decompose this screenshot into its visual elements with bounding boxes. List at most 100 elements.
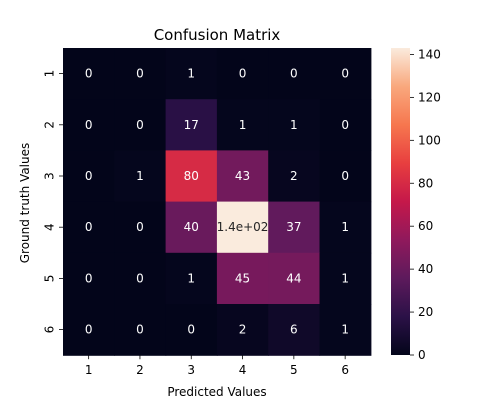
cell-value-label: 0 [136,220,144,234]
cell-value-label: 0 [136,271,144,285]
cell-value-label: 40 [184,220,199,234]
heatmap-cell [63,48,115,100]
colorbar-tick-label: 0 [418,348,426,362]
heatmap-cell [216,201,269,254]
cell-value-label: 2 [239,323,247,337]
cell-value-label: 1 [341,323,349,337]
heatmap-cell [114,252,167,305]
heatmap-cell [165,150,218,203]
chart-title: Confusion Matrix [154,26,281,44]
cell-value-label: 44 [286,271,301,285]
heatmap-cell [165,201,218,254]
x-tick-label: 3 [187,363,195,377]
heatmap-cell [63,304,115,356]
x-tick-label: 5 [290,363,298,377]
heatmap-cell [216,252,269,305]
heatmap-cell [319,252,372,305]
x-axis-label: Predicted Values [167,385,266,399]
cell-value-label: 17 [184,118,199,132]
heatmap-cell [216,150,269,203]
heatmap-cell [165,252,218,305]
cell-value-label: 0 [239,67,247,81]
heatmap-cell [268,48,321,100]
cell-value-label: 0 [341,118,349,132]
heatmap-cell [114,201,167,254]
x-tick-label: 1 [85,363,93,377]
cell-value-label: 45 [235,271,250,285]
colorbar: 0 20 40 60 80 100 120 140 [391,47,441,362]
cell-value-label: 0 [85,67,93,81]
x-tick-label: 2 [136,363,144,377]
heatmap-cell [268,304,321,356]
heatmap-cell [114,48,167,100]
y-axis-label: Ground truth Values [18,143,32,264]
cell-value-label: 1 [239,118,247,132]
cell-value-label: 43 [235,169,250,183]
cell-value-label: 0 [136,67,144,81]
x-tick-label: 4 [239,363,247,377]
cell-value-label: 0 [290,67,298,81]
colorbar-tick-label: 40 [418,262,433,276]
heatmap-cell [114,150,167,203]
cell-value-label: 1 [341,271,349,285]
y-axis-ticks: 1 2 3 4 5 6 [43,70,63,334]
heatmap-cell [63,150,115,203]
y-tick-label: 1 [43,70,57,78]
x-tick-label: 6 [341,363,349,377]
heatmap-cell [114,304,167,356]
cell-value-label: 1 [187,67,195,81]
y-tick-label: 6 [43,326,57,334]
heatmap-cell [63,252,115,305]
y-tick-label: 5 [43,275,57,283]
heatmap-grid: 0 0 1 0 0 0 0 0 17 1 1 0 0 1 80 43 2 0 0 0 40 1.4e+02 37 1 0 0 1 45… [63,48,372,356]
cell-value-label: 37 [286,220,301,234]
cell-value-label: 0 [85,118,93,132]
heatmap-cell [319,99,372,151]
cell-value-label: 1 [341,220,349,234]
colorbar-tick-label: 80 [418,176,433,190]
heatmap-cell [319,304,372,356]
cell-value-label: 1 [187,271,195,285]
heatmap-cell [216,304,269,356]
cell-value-label: 0 [85,220,93,234]
heatmap-cell [319,48,372,100]
heatmap-cell [216,99,269,151]
cell-value-label: 0 [85,169,93,183]
cell-value-label: 1 [290,118,298,132]
cell-value-label: 1 [136,169,144,183]
heatmap-cell [165,48,218,100]
cell-value-label: 6 [290,323,298,337]
heatmap-cell [165,99,218,151]
y-tick-label: 2 [43,121,57,129]
heatmap-cell [268,99,321,151]
cell-value-label: 0 [85,271,93,285]
heatmap-cell [165,304,218,356]
cell-value-label: 0 [136,118,144,132]
cell-value-label: 2 [290,169,298,183]
cell-value-label: 1.4e+02 [217,220,269,234]
heatmap-cell [63,201,115,254]
heatmap-cell [114,99,167,151]
heatmap-cell [63,99,115,151]
cell-value-label: 0 [136,323,144,337]
colorbar-tick-label: 60 [418,219,433,233]
colorbar-tick-label: 120 [418,90,441,104]
colorbar-gradient [391,48,410,355]
colorbar-tick-label: 140 [418,47,441,61]
heatmap-cell [216,48,269,100]
y-tick-label: 4 [43,223,57,231]
heatmap-cell [268,150,321,203]
cell-value-label: 0 [341,169,349,183]
cell-value-label: 0 [187,323,195,337]
cell-value-label: 80 [184,169,199,183]
colorbar-tick-label: 100 [418,133,441,147]
x-axis-ticks: 1 2 3 4 5 6 [85,355,349,377]
heatmap-cell [268,201,321,254]
colorbar-tick-label: 20 [418,305,433,319]
cell-value-label: 0 [341,67,349,81]
heatmap-cell [319,201,372,254]
y-tick-label: 3 [43,172,57,180]
cell-value-label: 0 [85,323,93,337]
heatmap-cell [268,252,321,305]
